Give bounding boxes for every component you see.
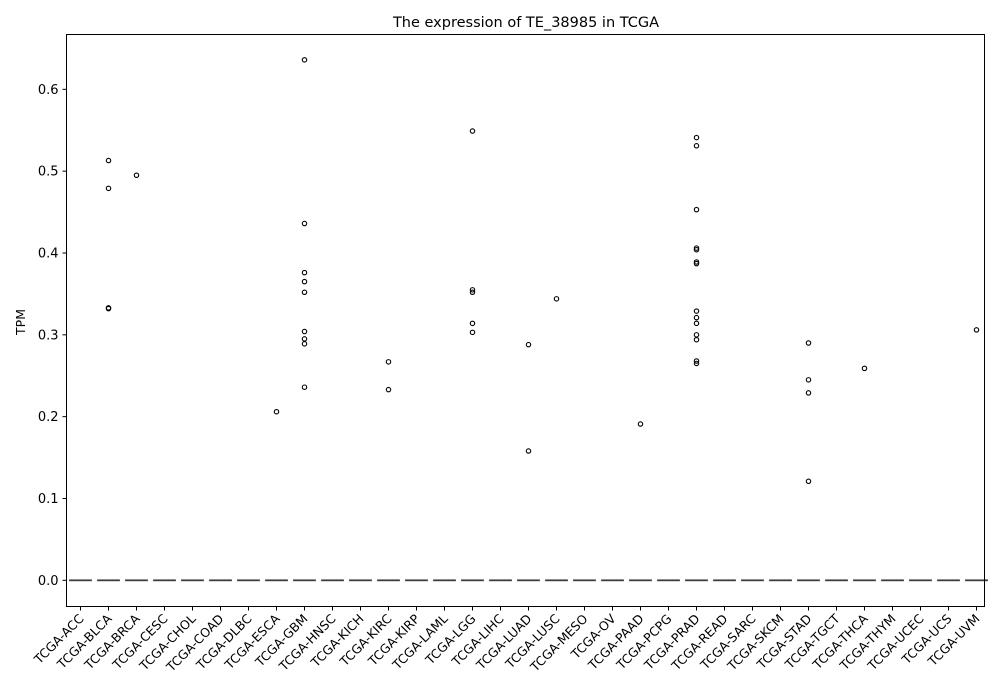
outlier-point — [693, 206, 700, 213]
outlier-point — [301, 269, 308, 276]
y-tick-label: 0.0 — [38, 574, 59, 589]
outlier-point — [805, 340, 812, 346]
y-tick-label: 0.3 — [38, 328, 59, 343]
plot-area — [69, 57, 988, 582]
outlier-point — [301, 328, 308, 335]
chart-title: The expression of TE_38985 in TCGA — [392, 15, 659, 31]
outlier-point — [861, 365, 868, 372]
outlier-point — [805, 390, 812, 396]
y-tick-label: 0.6 — [38, 83, 59, 98]
outlier-point — [693, 143, 700, 149]
outlier-point — [301, 278, 308, 285]
outlier-point — [105, 185, 112, 192]
outlier-point — [805, 377, 812, 383]
outlier-point — [301, 289, 308, 296]
outlier-point — [469, 329, 476, 336]
outlier-point — [133, 172, 140, 178]
outlier-point — [637, 421, 644, 427]
outlier-point — [469, 287, 476, 293]
outlier-point — [105, 305, 112, 312]
outlier-point — [693, 246, 700, 253]
y-axis: 0.0 0.1 0.2 0.3 0.4 0.5 0.6 — [38, 83, 67, 589]
outlier-point — [301, 341, 308, 347]
y-tick-label: 0.2 — [38, 410, 59, 425]
outlier-point — [693, 314, 700, 321]
outlier-point — [301, 384, 308, 390]
outlier-point — [105, 157, 112, 164]
outlier-point — [693, 260, 700, 267]
outlier-point — [693, 134, 700, 141]
outlier-point — [693, 358, 700, 364]
outlier-point — [385, 359, 392, 365]
y-axis-label: TPM — [13, 309, 28, 336]
outlier-point — [273, 408, 280, 415]
outlier-point — [469, 320, 476, 327]
outlier-point — [469, 128, 476, 134]
outlier-point — [693, 308, 700, 314]
outlier-point — [469, 289, 476, 296]
outlier-point — [693, 360, 700, 367]
y-tick-label: 0.5 — [38, 165, 59, 180]
y-tick-label: 0.1 — [38, 492, 59, 507]
plot-frame — [66, 34, 985, 607]
outlier-point — [525, 448, 532, 454]
y-tick-label: 0.4 — [38, 246, 59, 261]
outlier-point — [805, 478, 812, 485]
outlier-point — [693, 320, 700, 327]
outlier-point — [693, 336, 700, 343]
outlier-point — [973, 327, 980, 333]
outlier-point — [525, 341, 532, 348]
outlier-point — [301, 220, 308, 227]
outlier-point — [553, 296, 560, 302]
outlier-point — [301, 57, 308, 63]
outlier-point — [385, 386, 392, 393]
